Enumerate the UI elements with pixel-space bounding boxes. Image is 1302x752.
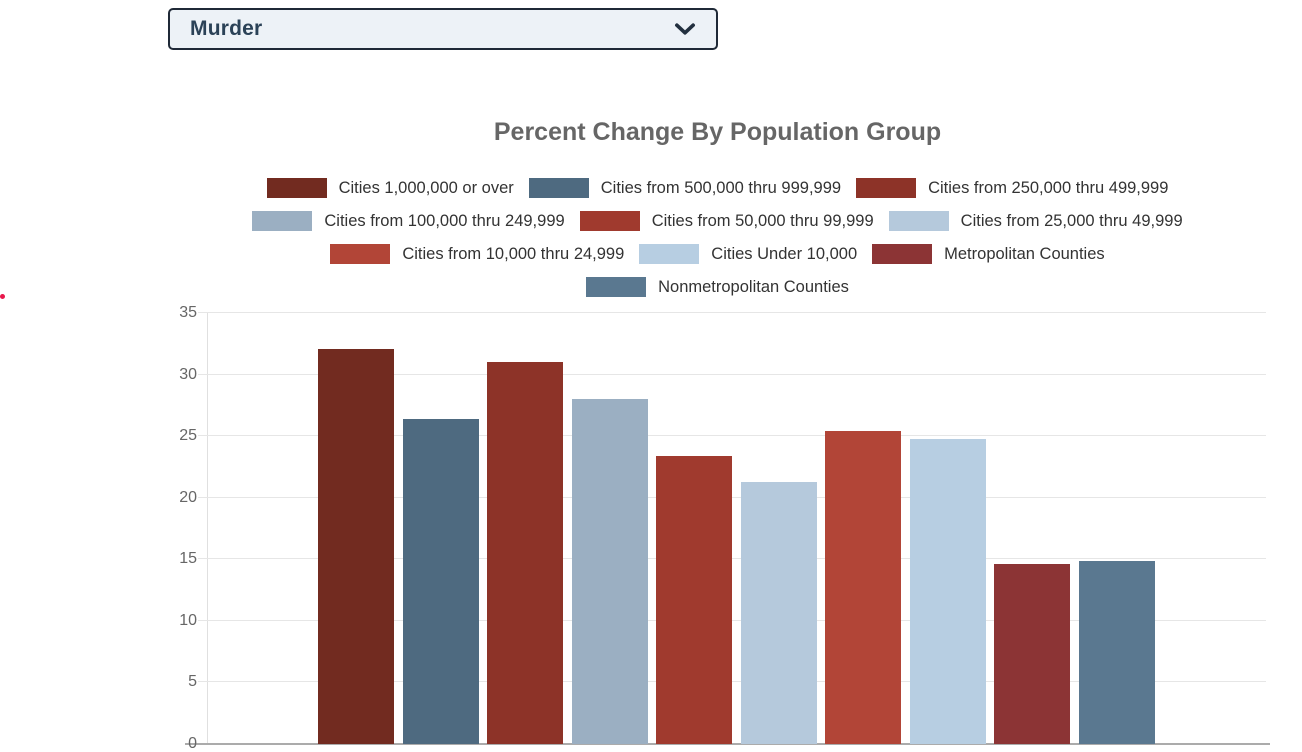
bar-5[interactable] — [656, 455, 733, 744]
legend-swatch — [528, 178, 589, 198]
bar-7[interactable] — [825, 431, 902, 744]
gridline — [198, 435, 1266, 437]
legend-label: Cities from 100,000 thru 249,999 — [324, 211, 565, 230]
y-tick-label: 0 — [188, 735, 197, 752]
legend-label: Metropolitan Counties — [944, 244, 1105, 263]
y-tick-label: 25 — [179, 427, 197, 445]
legend-row: Cities from 10,000 thru 24,999 Cities Und… — [160, 244, 1275, 264]
legend-swatch — [252, 211, 313, 231]
legend-item[interactable]: Cities from 100,000 thru 249,999 — [252, 211, 565, 231]
legend-label: Cities Under 10,000 — [711, 244, 858, 263]
legend-swatch — [856, 178, 917, 198]
legend-swatch — [872, 244, 933, 264]
legend-label: Cities from 50,000 thru 99,999 — [651, 211, 874, 230]
legend-label: Nonmetropolitan Counties — [658, 277, 849, 296]
legend-label: Cities from 250,000 thru 499,999 — [928, 178, 1169, 197]
legend-item[interactable]: Cities Under 10,000 — [639, 244, 857, 264]
legend-row: Cities from 100,000 thru 249,999 Cities f… — [160, 211, 1275, 231]
bar-3[interactable] — [487, 362, 564, 744]
legend-item[interactable]: Cities from 25,000 thru 49,999 — [888, 211, 1183, 231]
y-tick-label: 20 — [179, 488, 197, 506]
y-tick-label: 5 — [188, 673, 197, 691]
bar-6[interactable] — [740, 481, 817, 744]
legend-item[interactable]: Cities from 250,000 thru 499,999 — [856, 178, 1168, 198]
legend-label: Cities from 25,000 thru 49,999 — [960, 211, 1183, 230]
legend-item[interactable]: Nonmetropolitan Counties — [586, 277, 849, 297]
chart-legend: Cities 1,000,000 or over Cities from 500,… — [160, 178, 1275, 310]
bar-9[interactable] — [994, 564, 1071, 744]
legend-row: Cities 1,000,000 or over Cities from 500,… — [160, 178, 1275, 198]
legend-swatch — [586, 277, 647, 297]
bar-10[interactable] — [1078, 560, 1155, 744]
legend-swatch — [330, 244, 391, 264]
legend-swatch — [888, 211, 949, 231]
y-tick-label: 15 — [179, 550, 197, 568]
legend-swatch — [579, 211, 640, 231]
crime-type-dropdown-value: Murder — [190, 17, 263, 40]
legend-row: Nonmetropolitan Counties — [160, 277, 1275, 297]
legend-item[interactable]: Metropolitan Counties — [872, 244, 1105, 264]
bar-2[interactable] — [402, 418, 479, 744]
bar-1[interactable] — [318, 348, 395, 744]
legend-item[interactable]: Cities from 500,000 thru 999,999 — [528, 178, 842, 198]
chevron-down-icon — [675, 23, 695, 35]
y-tick-label: 30 — [179, 365, 197, 383]
x-axis-line — [185, 743, 1270, 745]
legend-label: Cities from 10,000 thru 24,999 — [402, 244, 625, 263]
chart-title: Percent Change By Population Group — [493, 118, 942, 146]
legend-swatch — [266, 178, 327, 198]
legend-item[interactable]: Cities 1,000,000 or over — [266, 178, 514, 198]
legend-item[interactable]: Cities from 10,000 thru 24,999 — [330, 244, 624, 264]
y-tick-label: 10 — [179, 611, 197, 629]
crime-type-dropdown[interactable]: Murder — [168, 8, 718, 50]
legend-label: Cities 1,000,000 or over — [338, 178, 514, 197]
legend-swatch — [639, 244, 700, 264]
plot-area: 0 5 10 15 20 25 30 35 — [179, 304, 1270, 752]
y-axis-line — [207, 313, 208, 744]
bar-8[interactable] — [909, 438, 986, 744]
gridline — [198, 373, 1266, 375]
stray-red-dot — [0, 294, 5, 299]
gridline — [198, 312, 1266, 313]
bar-4[interactable] — [571, 399, 648, 744]
legend-item[interactable]: Cities from 50,000 thru 99,999 — [579, 211, 874, 231]
legend-label: Cities from 500,000 thru 999,999 — [600, 178, 842, 197]
y-tick-label: 35 — [179, 304, 197, 321]
